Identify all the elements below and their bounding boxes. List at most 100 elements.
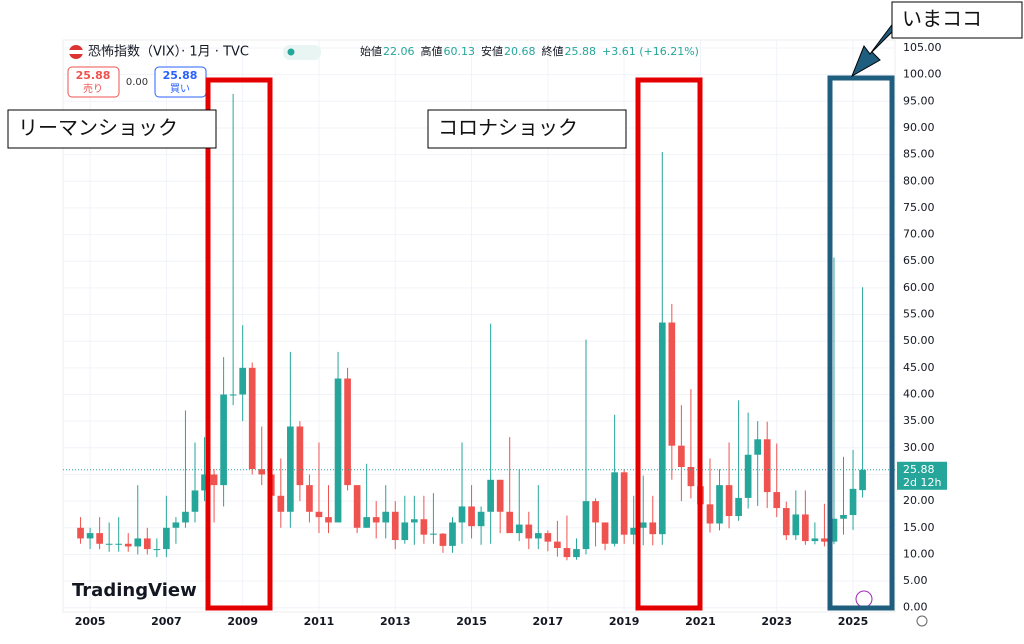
candle-body bbox=[296, 426, 304, 486]
x-tick-label: 2011 bbox=[304, 615, 335, 628]
y-tick-label: 35.00 bbox=[903, 414, 935, 427]
candle-body bbox=[124, 543, 132, 547]
spread: 0.00 bbox=[126, 77, 148, 88]
y-tick-label: 100.00 bbox=[903, 68, 942, 81]
candle-body bbox=[649, 522, 657, 535]
candle-body bbox=[449, 522, 456, 546]
candle-body bbox=[287, 426, 294, 512]
y-tick-label: 75.00 bbox=[903, 201, 935, 214]
candle-body bbox=[334, 378, 342, 523]
y-tick-label: 80.00 bbox=[903, 174, 935, 187]
candle-body bbox=[573, 549, 580, 558]
candle-body bbox=[534, 533, 542, 539]
candle-body bbox=[754, 439, 762, 455]
status-pill[interactable] bbox=[283, 45, 321, 60]
candle-body bbox=[458, 506, 466, 523]
candle-body bbox=[105, 543, 113, 545]
y-tick-label: 30.00 bbox=[903, 441, 935, 454]
annotation-box bbox=[891, 1, 1023, 39]
x-tick-label: 2015 bbox=[456, 615, 487, 628]
candle-body bbox=[554, 541, 561, 549]
candle-body bbox=[525, 524, 533, 539]
candle-body bbox=[229, 394, 237, 396]
y-tick-label: 95.00 bbox=[903, 94, 935, 107]
annotation-box bbox=[427, 109, 627, 149]
candle-body bbox=[163, 527, 170, 550]
candle-body bbox=[411, 519, 418, 523]
y-tick-label: 5.00 bbox=[903, 574, 928, 587]
candle-body bbox=[277, 495, 285, 512]
x-tick-label: 2025 bbox=[838, 615, 869, 628]
candle-body bbox=[802, 514, 809, 542]
last-price-badge bbox=[897, 461, 947, 490]
y-tick-label: 85.00 bbox=[903, 148, 935, 161]
flag-stripe bbox=[69, 50, 83, 54]
annotation-text: リーマンショック bbox=[18, 116, 178, 140]
candle-body bbox=[115, 543, 123, 545]
candle-body bbox=[77, 527, 84, 539]
x-tick-label: 2009 bbox=[227, 615, 258, 628]
sell-label: 売り bbox=[83, 82, 103, 95]
candle-body bbox=[96, 533, 103, 544]
candle-body bbox=[773, 492, 781, 509]
candle-body bbox=[716, 485, 723, 524]
x-tick-label: 2007 bbox=[151, 615, 182, 628]
y-tick-label: 70.00 bbox=[903, 228, 935, 241]
candle-body bbox=[382, 511, 390, 523]
candle-body bbox=[763, 439, 771, 493]
ohlc-value: 20.68 bbox=[504, 45, 536, 58]
candle-body bbox=[658, 322, 666, 535]
y-tick-label: 60.00 bbox=[903, 281, 935, 294]
candle-body bbox=[487, 479, 494, 512]
candle-body bbox=[430, 533, 437, 535]
sell-price: 25.88 bbox=[76, 69, 111, 82]
y-tick-label: 105.00 bbox=[903, 41, 942, 54]
candle-body bbox=[439, 533, 447, 546]
candle-body bbox=[515, 524, 523, 534]
highlight-box bbox=[635, 77, 703, 611]
candle-body bbox=[706, 504, 714, 524]
candle-body bbox=[201, 474, 208, 491]
annotation-box bbox=[7, 109, 217, 149]
candle-body bbox=[325, 517, 332, 523]
y-tick-label: 45.00 bbox=[903, 361, 935, 374]
highlight-box bbox=[827, 75, 895, 611]
candle-body bbox=[735, 497, 742, 517]
x-tick-label: 2017 bbox=[533, 615, 564, 628]
candle-body bbox=[630, 527, 638, 535]
candle-body bbox=[563, 548, 571, 558]
ohlc-label: 終値 bbox=[542, 44, 564, 58]
candle-body bbox=[725, 485, 733, 517]
candle-body bbox=[592, 501, 599, 523]
candle-body bbox=[182, 511, 189, 523]
candle-body bbox=[248, 367, 256, 470]
y-tick-label: 65.00 bbox=[903, 254, 935, 267]
symbol-title: 恐怖指数（VIX）· 1月 · TVC bbox=[88, 44, 249, 60]
settings-icon[interactable] bbox=[916, 615, 928, 627]
ohlc-label: 高値 bbox=[421, 44, 443, 58]
candle-body bbox=[811, 538, 819, 542]
candle-body bbox=[639, 522, 647, 528]
candle-body bbox=[792, 514, 800, 536]
y-tick-label: 90.00 bbox=[903, 121, 935, 134]
candle-body bbox=[582, 501, 590, 550]
candle-body bbox=[315, 511, 323, 518]
x-tick-label: 2019 bbox=[609, 615, 640, 628]
candle-body bbox=[153, 549, 161, 551]
candle-body bbox=[611, 472, 618, 544]
candle-body bbox=[506, 511, 514, 534]
candle-body bbox=[220, 394, 227, 486]
y-tick-label: 0.00 bbox=[903, 601, 928, 614]
candle-body bbox=[134, 538, 142, 547]
annotation-text: いまココ bbox=[902, 7, 982, 31]
candle-body bbox=[477, 511, 485, 527]
arrow bbox=[851, 21, 899, 78]
x-tick-label: 2005 bbox=[75, 615, 106, 628]
candle-body bbox=[840, 514, 847, 519]
highlight-box bbox=[205, 77, 273, 611]
sell-button[interactable] bbox=[67, 66, 120, 98]
candle-body bbox=[353, 485, 361, 528]
ohlc-value: 22.06 bbox=[383, 45, 415, 58]
candle-body bbox=[191, 490, 199, 512]
y-tick-label: 40.00 bbox=[903, 388, 935, 401]
